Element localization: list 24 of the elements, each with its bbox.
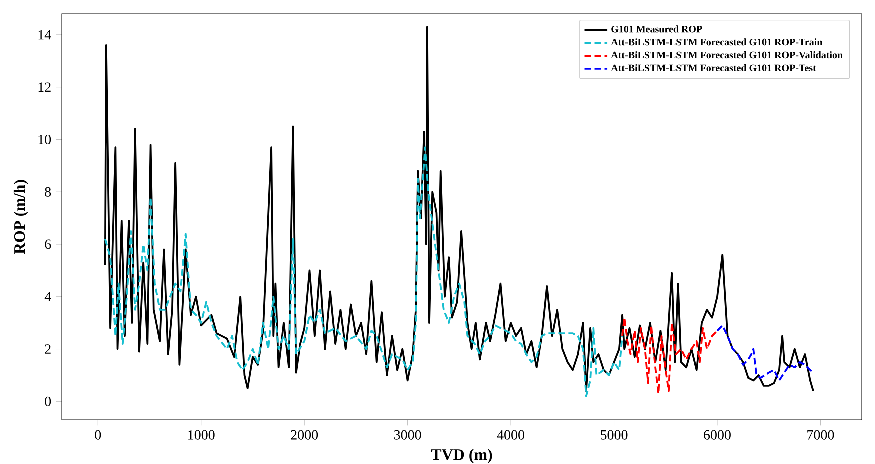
x-tick-label: 2000 (291, 430, 318, 440)
y-tick-label: 4 (44, 292, 52, 302)
y-tick-label: 0 (45, 396, 52, 406)
x-tick-label: 7000 (808, 430, 834, 440)
x-tick-label: 3000 (394, 430, 422, 440)
y-tick-label: 10 (38, 135, 52, 144)
x-axis-title: TVD (m) (431, 448, 492, 464)
line-series (622, 316, 718, 395)
y-tick-label: 14 (38, 30, 52, 40)
legend-label: Att-BiLSTM-LSTM Forecasted G101 ROP-Test (611, 64, 816, 72)
line-series (716, 324, 814, 382)
x-tick-label: 4000 (497, 430, 524, 440)
y-tick-label: 8 (45, 187, 52, 197)
legend-label: Att-BiLSTM-LSTM Forecasted G101 ROP-Train (611, 38, 823, 46)
legend-label: Att-BiLSTM-LSTM Forecasted G101 ROP-Validation (611, 52, 843, 59)
y-axis-title: ROP (m/h) (14, 180, 28, 254)
legend-label: G101 Measured ROP (612, 26, 702, 33)
y-tick-label: 12 (38, 82, 51, 92)
y-tick-label: 2 (45, 344, 51, 354)
x-tick-label: 5000 (601, 430, 628, 440)
y-tick-label: 6 (45, 240, 52, 250)
x-tick-label: 0 (95, 430, 102, 440)
x-tick-label: 6000 (704, 430, 731, 440)
x-tick-label: 1000 (188, 430, 215, 440)
